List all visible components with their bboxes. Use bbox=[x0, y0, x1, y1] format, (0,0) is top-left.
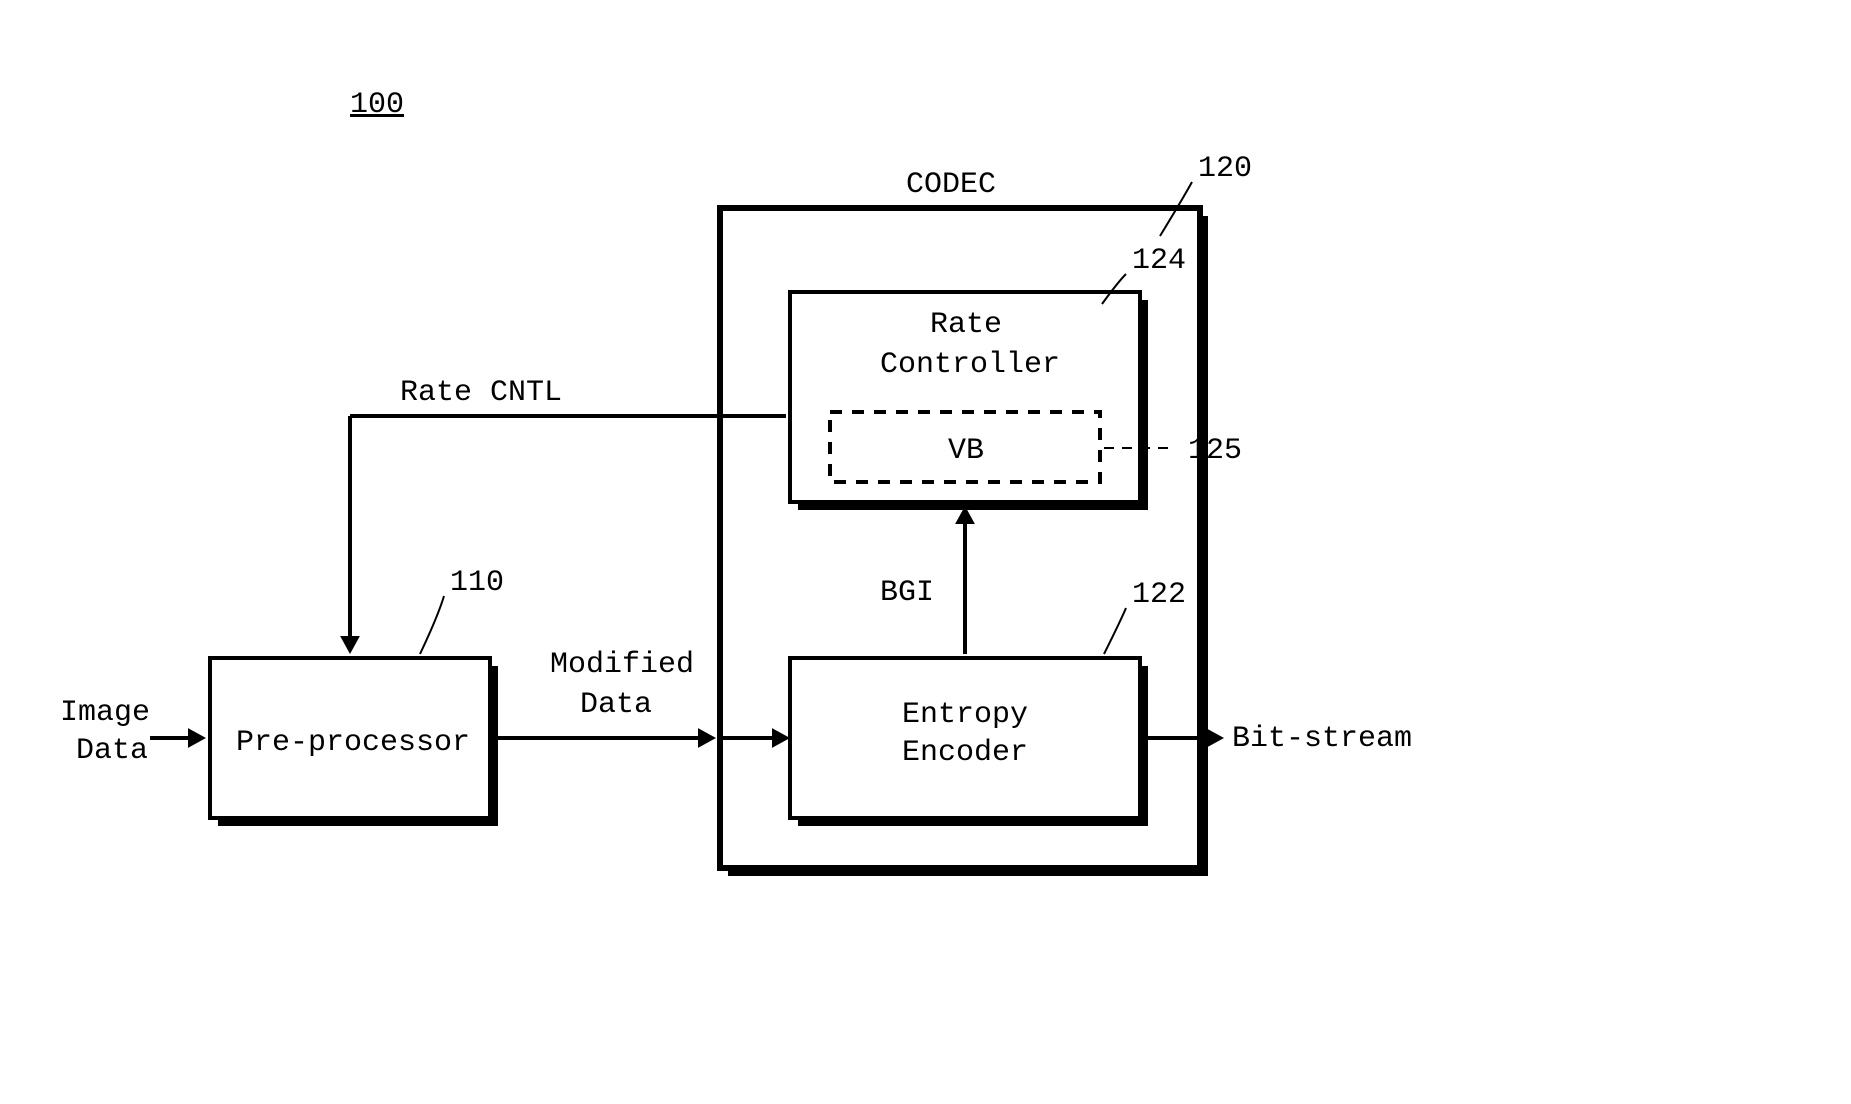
arrow-head bbox=[188, 728, 206, 748]
entropy-label-1: Entropy bbox=[902, 698, 1028, 732]
bgi-label: BGI bbox=[880, 576, 934, 610]
rate-controller-label-1: Rate bbox=[930, 308, 1002, 342]
arrow-head bbox=[698, 728, 716, 748]
preprocessor-label: Pre-processor bbox=[236, 726, 470, 760]
entropy-ref: 122 bbox=[1132, 578, 1186, 612]
modified-data-label-2: Data bbox=[580, 688, 652, 722]
rate-cntl-label: Rate CNTL bbox=[400, 376, 562, 410]
preprocessor-ref: 110 bbox=[450, 566, 504, 600]
figure-ref-100: 100 bbox=[350, 88, 404, 122]
rate-controller-ref: 124 bbox=[1132, 244, 1186, 278]
arrow-head bbox=[340, 636, 360, 654]
arrow-head bbox=[1206, 728, 1224, 748]
codec-ref: 120 bbox=[1198, 152, 1252, 186]
entropy-label-2: Encoder bbox=[902, 736, 1028, 770]
input-label-1: Image bbox=[60, 696, 150, 730]
rate-controller-label-2: Controller bbox=[880, 348, 1060, 382]
input-label-2: Data bbox=[76, 734, 148, 768]
ref-leader bbox=[420, 596, 444, 654]
bitstream-label: Bit-stream bbox=[1232, 722, 1412, 756]
vb-label: VB bbox=[948, 434, 984, 468]
modified-data-label-1: Modified bbox=[550, 648, 694, 682]
vb-ref: 125 bbox=[1188, 434, 1242, 468]
codec-label: CODEC bbox=[906, 168, 996, 202]
